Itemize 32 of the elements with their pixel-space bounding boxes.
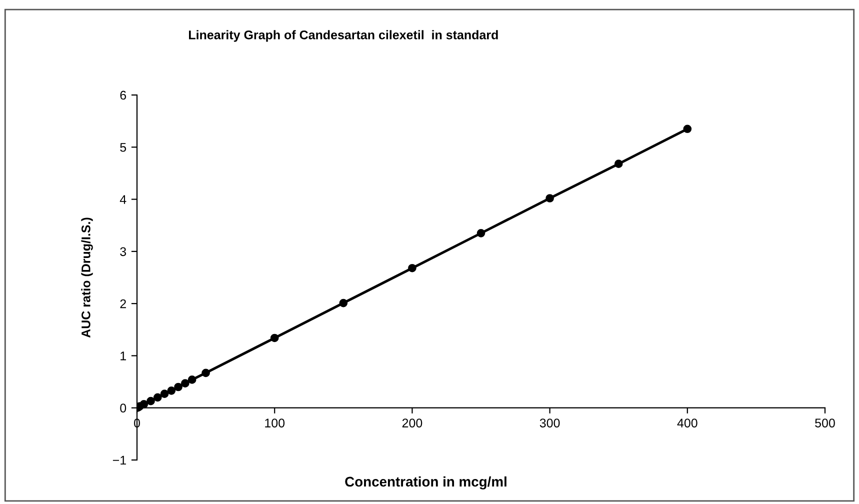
x-tick-label: 200 bbox=[402, 418, 422, 428]
point bbox=[153, 393, 162, 402]
y-tick-label: 2 bbox=[120, 299, 126, 308]
point bbox=[683, 124, 692, 134]
point bbox=[546, 194, 554, 202]
x-axis-title: Concentration in mcg/ml bbox=[345, 476, 506, 490]
point bbox=[140, 400, 148, 408]
x-tick-label: 400 bbox=[677, 418, 698, 428]
point bbox=[188, 376, 196, 384]
y-tick-label: −1 bbox=[112, 456, 126, 465]
point bbox=[160, 390, 169, 398]
point bbox=[146, 396, 155, 406]
x-tick-label: 300 bbox=[540, 418, 560, 428]
x-tick-label: 100 bbox=[265, 418, 285, 428]
point bbox=[614, 160, 623, 168]
point bbox=[408, 264, 416, 272]
point bbox=[339, 298, 348, 308]
point bbox=[167, 386, 176, 395]
y-tick-label: 3 bbox=[120, 247, 126, 256]
y-tick-label: 6 bbox=[120, 90, 126, 100]
y-tick-label: 0 bbox=[120, 404, 126, 413]
y-tick-label: 5 bbox=[120, 143, 126, 152]
y-tick-label: 1 bbox=[120, 352, 126, 360]
chart-title: Linearity Graph of Candesartan cilexetil in standard bbox=[189, 30, 498, 42]
y-axis-title: AUC ratio (Drug/I.S.) bbox=[81, 218, 93, 338]
point bbox=[270, 334, 279, 342]
y-tick-label: 4 bbox=[120, 195, 126, 204]
point bbox=[476, 229, 486, 238]
point bbox=[180, 379, 190, 388]
point bbox=[202, 368, 210, 378]
point bbox=[174, 382, 182, 392]
x-tick-label: 500 bbox=[815, 418, 835, 428]
